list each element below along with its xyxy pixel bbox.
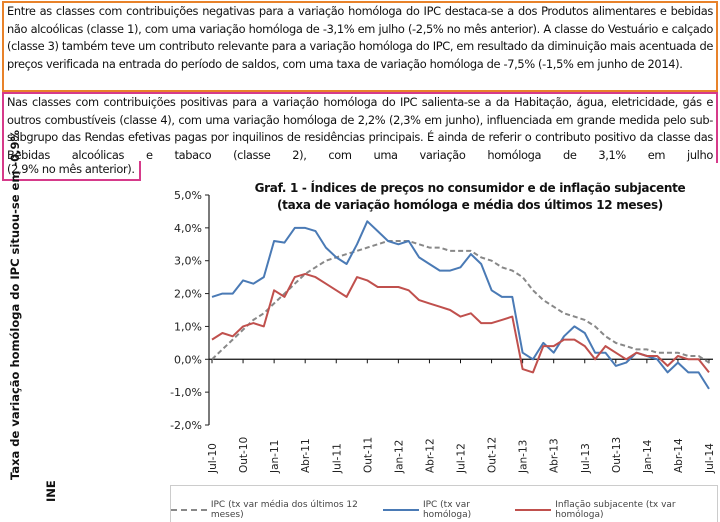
legend-swatch xyxy=(171,509,207,511)
legend-item-core-inflation: Inflação subjacente (tx var homóloga) xyxy=(515,500,717,520)
legend-item-ipc-average: IPC (tx var média dos últimos 12 meses) xyxy=(171,500,383,520)
x-tick-label: Jul-12 xyxy=(456,443,468,474)
legend-label: Inflação subjacente (tx var homóloga) xyxy=(555,500,676,520)
y-tick-label: 4,0% xyxy=(174,222,202,235)
y-tick-label: 2,0% xyxy=(174,288,202,301)
x-tick-label: Out-11 xyxy=(362,437,374,473)
x-tick-label: Abr-12 xyxy=(424,438,436,473)
x-tick-label: Jul-14 xyxy=(704,443,716,474)
legend-item-ipc-yoy: IPC (tx var homóloga) xyxy=(383,500,515,520)
x-tick-label: Jan-13 xyxy=(518,440,530,474)
x-tick-label: Jan-14 xyxy=(642,439,654,474)
y-tick-label: -1,0% xyxy=(170,386,202,399)
x-tick-label: Jul-11 xyxy=(331,443,343,474)
y-tick-label: 1,0% xyxy=(174,320,202,333)
legend-label: IPC (tx var homóloga) xyxy=(422,500,472,520)
legend-label: IPC (tx var média dos últimos 12 meses) xyxy=(210,500,358,520)
y-tick-label: 5,0% xyxy=(174,189,202,202)
y-tick-label: -2,0% xyxy=(170,419,202,432)
chart-title: Graf. 1 - Índices de preços no consumido… xyxy=(220,180,720,214)
x-tick-label: Jul-13 xyxy=(580,443,592,474)
series-line-2 xyxy=(211,272,710,374)
paragraph-positive-contributions-end: (2,9% no mês anterior). xyxy=(2,161,141,181)
x-tick-label: Jul-10 xyxy=(207,443,219,474)
paragraph-negative-contributions: Entre as classes com contribuições negat… xyxy=(2,1,718,92)
chart-legend: IPC (tx var média dos últimos 12 meses) … xyxy=(170,485,718,522)
paragraph-positive-contributions: Nas classes com contribuições positivas … xyxy=(2,92,718,163)
legend-swatch xyxy=(383,509,419,511)
legend-swatch xyxy=(515,509,552,511)
chart-subtitle: (taxa de variação homóloga e média dos ú… xyxy=(277,198,663,212)
series-line-1 xyxy=(211,220,710,390)
x-tick-label: Out-13 xyxy=(611,437,623,473)
x-tick-label: Jan-12 xyxy=(393,440,405,474)
x-tick-label: Abr-13 xyxy=(549,438,561,473)
y-tick-label: 0,0% xyxy=(174,353,202,366)
y-tick-label: 3,0% xyxy=(174,255,202,268)
x-tick-label: Abr-14 xyxy=(673,438,685,473)
series-line-0 xyxy=(211,240,710,364)
x-tick-label: Out-12 xyxy=(487,437,499,473)
x-tick-label: Out-10 xyxy=(238,437,250,473)
chart-title-main: Graf. 1 - Índices de preços no consumido… xyxy=(254,181,686,195)
x-tick-label: Jan-11 xyxy=(269,440,281,474)
x-tick-label: Abr-11 xyxy=(300,438,312,473)
